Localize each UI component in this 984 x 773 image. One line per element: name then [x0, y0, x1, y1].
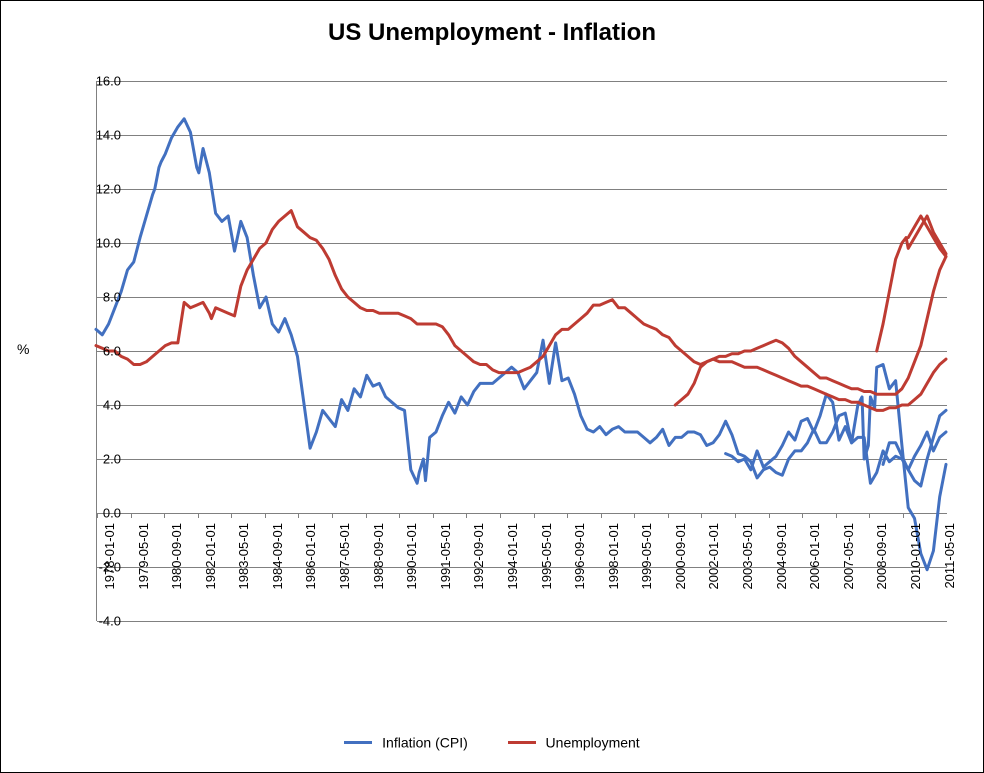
legend-item-unemployment: Unemployment: [508, 733, 640, 750]
y-tick-label: 8.0: [71, 290, 121, 305]
x-tick-label: 1995-05-01: [539, 523, 554, 603]
series-line: [675, 257, 946, 406]
legend-swatch-unemployment: [508, 741, 536, 744]
x-tick-label: 1983-05-01: [236, 523, 251, 603]
series-line: [96, 119, 946, 484]
y-tick-label: 4.0: [71, 398, 121, 413]
legend-swatch-inflation: [344, 741, 372, 744]
gridline: [97, 621, 947, 622]
chart-frame: US Unemployment - Inflation % Inflation …: [0, 0, 984, 773]
x-tick-label: 1998-01-01: [606, 523, 621, 603]
x-tick-label: 2004-09-01: [774, 523, 789, 603]
x-tick-label: 1994-01-01: [505, 523, 520, 603]
x-tick-label: 2008-09-01: [874, 523, 889, 603]
x-tick-label: 1982-01-01: [203, 523, 218, 603]
y-axis-title: %: [17, 341, 29, 357]
y-tick-label: 10.0: [71, 236, 121, 251]
x-tick-label: 2003-05-01: [740, 523, 755, 603]
y-tick-label: 16.0: [71, 74, 121, 89]
x-tick-label: 1978-01-01: [102, 523, 117, 603]
y-tick-label: -4.0: [71, 614, 121, 629]
x-tick-label: 1980-09-01: [169, 523, 184, 603]
x-tick-label: 1992-09-01: [471, 523, 486, 603]
x-tick-label: 1991-05-01: [438, 523, 453, 603]
x-tick-label: 1979-05-01: [136, 523, 151, 603]
y-tick-label: 14.0: [71, 128, 121, 143]
y-tick-label: 0.0: [71, 506, 121, 521]
x-tick-label: 2002-01-01: [706, 523, 721, 603]
legend-label-unemployment: Unemployment: [546, 734, 640, 750]
legend-label-inflation: Inflation (CPI): [382, 734, 468, 750]
chart-title: US Unemployment - Inflation: [1, 19, 983, 47]
x-tick-label: 1990-01-01: [404, 523, 419, 603]
x-tick-label: 2000-09-01: [673, 523, 688, 603]
legend-item-inflation: Inflation (CPI): [344, 733, 467, 750]
x-tick-label: 2010-01-01: [908, 523, 923, 603]
x-tick-label: 2006-01-01: [807, 523, 822, 603]
x-tick-label: 1987-05-01: [337, 523, 352, 603]
y-tick-label: 12.0: [71, 182, 121, 197]
x-tick-label: 1988-09-01: [371, 523, 386, 603]
x-tick-label: 1996-09-01: [572, 523, 587, 603]
x-tick-label: 1984-09-01: [270, 523, 285, 603]
series-line: [883, 410, 946, 486]
legend: Inflation (CPI) Unemployment: [1, 733, 983, 750]
y-tick-label: 6.0: [71, 344, 121, 359]
x-tick-label: 2011-05-01: [942, 523, 957, 603]
x-tick-label: 1986-01-01: [303, 523, 318, 603]
x-tick-label: 1999-05-01: [639, 523, 654, 603]
y-tick-label: 2.0: [71, 452, 121, 467]
x-tick-label: 2007-05-01: [841, 523, 856, 603]
